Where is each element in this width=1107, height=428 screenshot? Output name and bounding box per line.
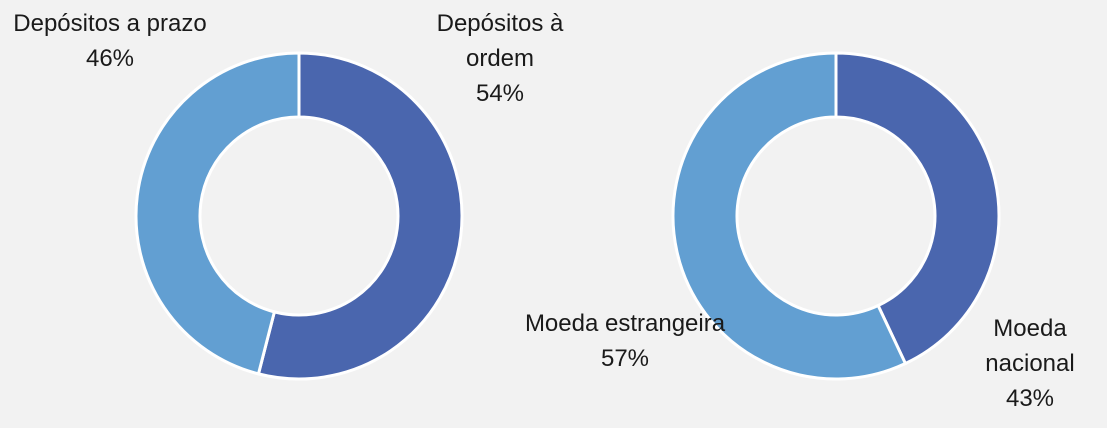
donut-slice	[134, 51, 301, 376]
category-label: Moeda nacional	[985, 315, 1075, 377]
value-label: 43%	[1005, 385, 1055, 412]
slice-label: Moeda estrangeira 57%	[520, 306, 730, 376]
category-label: Depósitos à ordem	[436, 10, 564, 72]
slice-label: Moeda nacional 43%	[960, 311, 1100, 416]
slice-label: Depósitos a prazo 46%	[10, 6, 210, 76]
category-label: Moeda estrangeira	[524, 310, 726, 337]
value-label: 57%	[600, 345, 650, 372]
donut-slice	[834, 51, 1001, 366]
donut-slice	[671, 51, 908, 381]
category-label: Depósitos a prazo	[13, 10, 207, 37]
slice-label: Depósitos à ordem 54%	[410, 6, 590, 111]
value-label: 46%	[85, 45, 135, 72]
donut-slice	[256, 51, 464, 381]
value-label: 54%	[475, 80, 525, 107]
